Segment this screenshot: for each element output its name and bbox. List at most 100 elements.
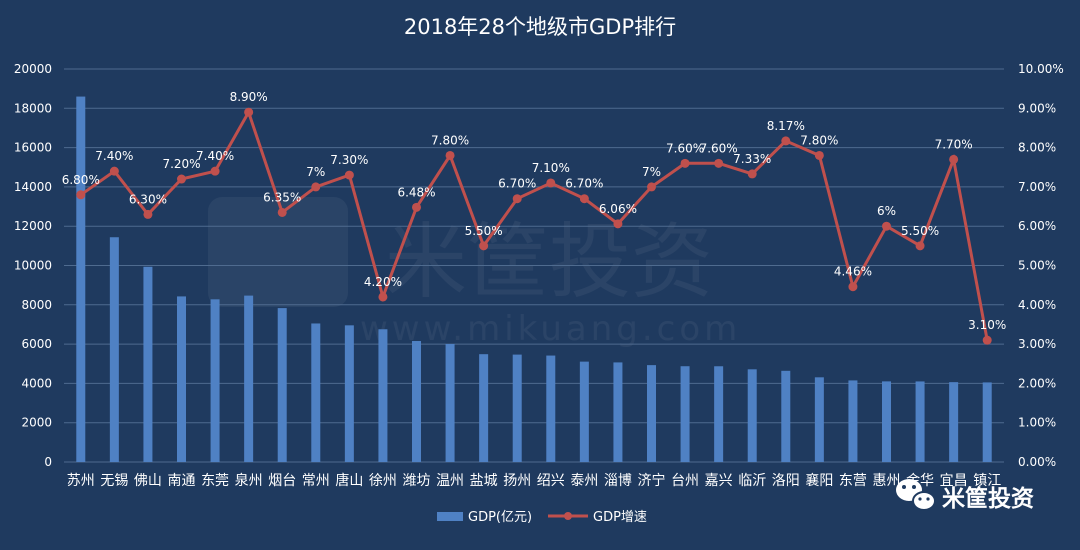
growth-point — [210, 166, 220, 176]
category-label: 泉州 — [235, 472, 263, 489]
watermark-logo — [208, 197, 348, 307]
growth-point — [277, 207, 287, 217]
gdp-bar — [210, 299, 220, 462]
category-label: 惠州 — [873, 473, 901, 489]
growth-point — [915, 241, 925, 251]
gdp-bar — [311, 323, 321, 462]
gdp-bar — [613, 362, 623, 462]
growth-data-label: 6.48% — [397, 185, 435, 199]
right-axis-tick: 2.00% — [1018, 376, 1056, 390]
gdp-bar — [244, 295, 254, 462]
gdp-bar — [680, 366, 690, 462]
right-axis-tick: 3.00% — [1018, 337, 1056, 351]
gdp-bar — [647, 365, 656, 462]
growth-point — [982, 335, 992, 345]
growth-data-label: 7.33% — [733, 152, 771, 166]
gdp-bar — [982, 382, 992, 462]
category-label: 洛阳 — [772, 473, 800, 489]
legend-growth-label: GDP增速 — [593, 510, 647, 525]
growth-point — [378, 292, 388, 302]
growth-point — [244, 107, 254, 117]
left-axis-tick: 14000 — [14, 180, 52, 194]
category-label: 济宁 — [638, 472, 666, 489]
gdp-bar — [76, 96, 86, 463]
growth-data-label: 7.80% — [800, 133, 838, 147]
left-axis-tick: 20000 — [14, 62, 52, 76]
growth-point — [848, 282, 858, 292]
growth-data-label: 7.10% — [532, 161, 570, 175]
gdp-bar — [479, 354, 489, 462]
right-axis-ticks: 0.00% 1.00% 2.00% 3.00% 4.00% 5.00% 6.00% 7.00%… — [1018, 62, 1064, 469]
category-label: 镇江 — [973, 473, 1001, 489]
gdp-bar — [949, 382, 959, 462]
growth-points — [76, 107, 992, 345]
gdp-bar — [378, 329, 388, 462]
watermark-text: 米筐投资 — [385, 215, 713, 310]
growth-point — [512, 194, 522, 204]
growth-point — [76, 190, 86, 200]
growth-data-label: 7.60% — [666, 141, 704, 155]
category-labels: 苏州 无锡 佛山 南通 东莞 泉州 烟台 常州 唐山 徐州 潍坊 温州 盐城 扬州 绍兴 泰州 淄博 济宁 台州 嘉兴… — [67, 472, 1001, 489]
gdp-bar — [579, 361, 589, 462]
left-axis-tick: 4000 — [21, 376, 52, 390]
watermark-url: www.mikuang.com — [360, 309, 741, 349]
category-label: 东莞 — [201, 473, 229, 489]
growth-point — [613, 219, 623, 229]
gdp-bar — [714, 366, 724, 462]
growth-data-label: 6% — [877, 204, 896, 218]
legend-gdp-label: GDP(亿元) — [468, 510, 532, 525]
right-axis-tick: 4.00% — [1018, 298, 1056, 312]
legend-bar-swatch — [437, 512, 463, 521]
left-axis-tick: 16000 — [14, 141, 52, 155]
legend: GDP(亿元) GDP增速 — [437, 510, 647, 525]
category-label: 无锡 — [100, 473, 128, 489]
brand-name: 米筐投资 — [942, 485, 1034, 512]
growth-data-label: 6.70% — [565, 177, 603, 191]
wechat-icon — [896, 479, 936, 511]
right-axis-tick: 9.00% — [1018, 101, 1056, 115]
left-axis-tick: 10000 — [14, 259, 52, 273]
growth-data-label: 7.20% — [162, 157, 200, 171]
growth-data-label: 5.50% — [465, 224, 503, 238]
growth-point — [445, 150, 455, 160]
growth-data-label: 6.70% — [498, 177, 536, 191]
gdp-bar — [445, 343, 455, 462]
category-label: 佛山 — [134, 473, 162, 489]
gdp-bar — [109, 237, 119, 462]
growth-point — [109, 166, 119, 176]
growth-point — [814, 150, 824, 160]
category-label: 嘉兴 — [705, 473, 733, 489]
gdp-bar — [882, 381, 891, 462]
growth-line — [79, 108, 989, 341]
brand-badge: 米筐投资 — [896, 479, 1034, 512]
growth-point — [412, 202, 421, 212]
gdp-bar — [546, 355, 556, 462]
right-axis-tick: 10.00% — [1018, 62, 1064, 76]
category-label: 临沂 — [738, 473, 766, 489]
right-axis-tick: 8.00% — [1018, 141, 1056, 155]
category-label: 常州 — [302, 473, 330, 489]
growth-point — [344, 170, 354, 180]
gdp-bar — [412, 341, 421, 462]
category-label: 潍坊 — [403, 473, 431, 489]
right-axis-tick: 5.00% — [1018, 259, 1056, 273]
category-label: 淄博 — [604, 472, 632, 489]
growth-data-label: 4.46% — [834, 265, 872, 279]
growth-data-label: 7.30% — [330, 153, 368, 167]
category-label: 绍兴 — [537, 473, 565, 489]
growth-data-label: 6.06% — [599, 202, 637, 216]
right-axis-tick: 1.00% — [1018, 416, 1056, 430]
category-label: 盐城 — [470, 473, 498, 489]
left-axis-tick: 12000 — [14, 219, 52, 233]
growth-point — [714, 158, 724, 168]
growth-data-label: 7% — [642, 165, 661, 179]
gdp-bar — [177, 296, 186, 462]
growth-point — [546, 178, 556, 188]
growth-data-labels: 6.80%7.40%6.30%7.20%7.40%8.90%6.35%7%7.3… — [62, 90, 1007, 332]
growth-data-label: 7.60% — [700, 141, 738, 155]
category-label: 苏州 — [67, 473, 95, 489]
growth-data-label: 7.80% — [431, 133, 469, 147]
growth-point — [143, 209, 153, 219]
